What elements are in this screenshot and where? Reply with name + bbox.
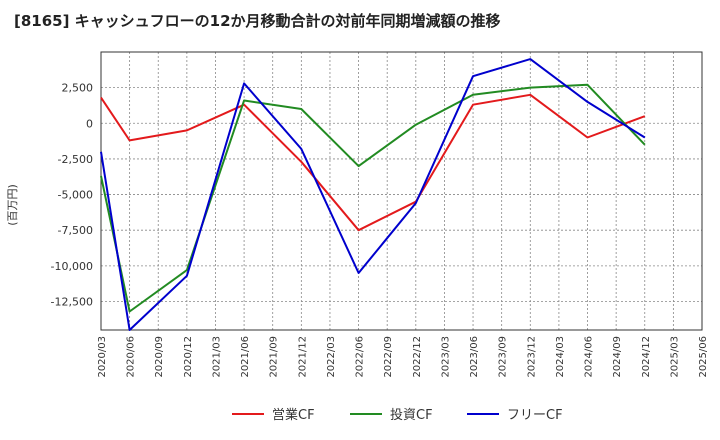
y-axis: 2,500 0 -2,500 -5,000 -7,500 -10,000 -12,500 bbox=[51, 82, 93, 309]
x-tick-label: 2022/12 bbox=[412, 336, 423, 378]
legend-label: フリーCF bbox=[507, 408, 563, 423]
x-tick-label: 2021/12 bbox=[297, 336, 308, 378]
x-tick-label: 2021/09 bbox=[269, 336, 280, 378]
x-tick-label: 2024/03 bbox=[555, 336, 566, 378]
legend: 営業CF 投資CF フリーCF bbox=[232, 407, 563, 423]
series-line-営業CF bbox=[100, 93, 646, 232]
series-line-フリーCF bbox=[100, 58, 646, 331]
x-axis: 2020/03 2020/06 2020/09 2020/12 2021/03 2021/… bbox=[97, 336, 709, 378]
chart-title: [8165] キャッシュフローの12か月移動合計の対前年同期増減額の推移 bbox=[14, 12, 501, 30]
x-tick-label: 2023/06 bbox=[469, 336, 480, 378]
x-tick-label: 2021/03 bbox=[211, 336, 222, 378]
x-tick-label: 2025/06 bbox=[698, 336, 709, 378]
y-tick-label: 0 bbox=[86, 117, 93, 130]
y-tick-label: -7,500 bbox=[58, 224, 93, 237]
y-tick-label: -2,500 bbox=[58, 153, 93, 166]
x-tick-label: 2024/09 bbox=[612, 336, 623, 378]
y-tick-label: -12,500 bbox=[51, 295, 93, 308]
grid bbox=[100, 52, 703, 330]
x-tick-label: 2022/06 bbox=[355, 336, 366, 378]
x-tick-label: 2023/12 bbox=[526, 336, 537, 378]
x-tick-label: 2020/03 bbox=[97, 336, 108, 378]
series-lines bbox=[100, 58, 646, 331]
legend-label: 営業CF bbox=[272, 407, 315, 423]
x-tick-label: 2023/09 bbox=[498, 336, 509, 378]
x-tick-label: 2020/12 bbox=[183, 336, 194, 378]
x-tick-label: 2023/03 bbox=[440, 336, 451, 378]
x-tick-label: 2024/06 bbox=[584, 336, 595, 378]
x-tick-label: 2022/03 bbox=[326, 336, 337, 378]
legend-label: 投資CF bbox=[390, 407, 433, 423]
y-tick-label: -10,000 bbox=[51, 260, 93, 273]
x-tick-label: 2020/09 bbox=[154, 336, 165, 378]
series-line-投資CF bbox=[100, 83, 646, 313]
y-tick-label: -5,000 bbox=[58, 189, 93, 202]
y-axis-label: (百万円) bbox=[6, 184, 19, 226]
x-tick-label: 2021/06 bbox=[240, 336, 251, 378]
plot-frame bbox=[100, 51, 703, 331]
x-tick-label: 2025/03 bbox=[669, 336, 680, 378]
x-tick-label: 2024/12 bbox=[641, 336, 652, 378]
y-tick-label: 2,500 bbox=[62, 82, 94, 95]
x-tick-label: 2022/09 bbox=[383, 336, 394, 378]
x-tick-label: 2020/06 bbox=[126, 336, 137, 378]
